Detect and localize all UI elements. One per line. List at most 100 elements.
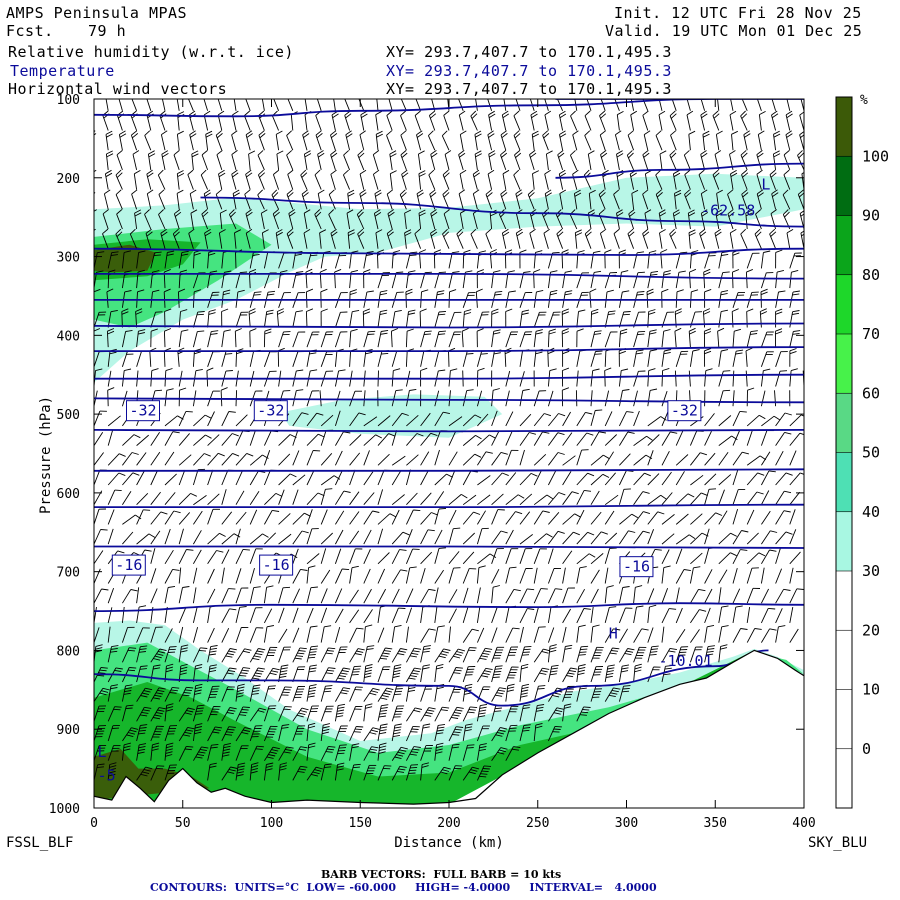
wind-barb: [346, 209, 354, 230]
extremum-label: L: [761, 176, 770, 194]
wind-barb: [774, 390, 777, 407]
wind-barb: [130, 110, 138, 131]
wind-barb: [718, 415, 732, 427]
wind-barb: [136, 665, 148, 683]
wind-barb: [459, 169, 467, 190]
wind-barb: [164, 431, 180, 446]
wind-barb: [334, 268, 342, 289]
wind-barb: [655, 189, 663, 210]
wind-barb: [263, 351, 277, 367]
wind-barb: [700, 99, 706, 111]
wind-barb: [320, 745, 336, 761]
wind-barb: [487, 130, 495, 151]
wind-barb: [388, 99, 393, 111]
wind-barb: [420, 412, 431, 427]
wind-barb: [732, 549, 748, 565]
wind-barb: [519, 608, 535, 624]
wind-barb: [448, 706, 464, 722]
contour-label: -10.01: [658, 652, 712, 670]
wind-barb: [491, 727, 508, 742]
wind-barb: [150, 548, 156, 564]
wind-barb: [732, 605, 743, 623]
wind-barb: [556, 228, 564, 249]
wind-barb: [221, 726, 236, 742]
wind-barb: [547, 548, 554, 564]
wind-barb: [330, 150, 338, 171]
wind-barb: [548, 452, 565, 466]
wind-barb: [443, 110, 450, 131]
wind-barb: [491, 308, 499, 328]
wind-barb: [405, 288, 413, 308]
wind-barb: [249, 533, 269, 545]
wind-barb: [477, 434, 496, 446]
wind-barb: [306, 470, 315, 486]
wind-barb: [207, 627, 215, 643]
wind-barb: [661, 565, 671, 584]
wind-barb: [275, 229, 283, 249]
wind-barb: [613, 189, 620, 210]
wind-barb: [619, 431, 635, 446]
wind-barb: [150, 451, 161, 466]
wind-barb: [221, 329, 231, 348]
wind-barb: [476, 390, 483, 407]
wind-barb: [271, 189, 280, 210]
wind-barb: [704, 368, 713, 387]
wind-barb: [158, 189, 166, 210]
wind-barb: [235, 490, 245, 505]
wind-barb: [401, 169, 409, 190]
wind-barb: [590, 390, 593, 407]
wind-barb: [107, 706, 122, 722]
wind-barb: [718, 349, 729, 367]
wind-barb: [249, 648, 266, 663]
wind-barb: [533, 533, 553, 545]
wind-barb: [427, 130, 436, 151]
wind-barb: [689, 646, 703, 663]
wind-barb: [533, 390, 547, 407]
wind-barb: [258, 110, 266, 131]
wind-barb: [122, 452, 139, 466]
wind-barb: [335, 667, 351, 683]
wind-barb: [718, 644, 728, 663]
wind-barb: [263, 705, 277, 722]
wind-barb: [107, 587, 115, 604]
wind-barb: [633, 585, 643, 604]
wind-barb: [604, 647, 620, 663]
wind-barb: [732, 588, 741, 604]
wind-barb: [164, 415, 184, 427]
wind-barb: [661, 492, 673, 505]
wind-barb: [320, 351, 334, 367]
wind-barb: [305, 268, 313, 289]
contour-label: -16: [619, 556, 654, 578]
wind-barb: [235, 271, 248, 289]
wind-barb: [221, 707, 237, 722]
wind-barb: [718, 532, 738, 545]
wind-barb: [193, 530, 202, 545]
wind-barb: [363, 250, 374, 269]
y-tick-label: 200: [57, 172, 80, 187]
wind-barb: [94, 627, 100, 643]
wind-barb: [755, 209, 762, 230]
wind-barb: [476, 765, 492, 781]
wind-barb: [249, 607, 263, 624]
wind-barb: [219, 209, 227, 230]
wind-barb: [789, 529, 797, 545]
wind-barb: [263, 646, 278, 663]
wind-barb: [803, 621, 804, 623]
wind-barb: [773, 130, 781, 151]
wind-barb: [306, 607, 314, 624]
wind-barb: [164, 473, 177, 486]
wind-barb: [647, 349, 658, 367]
wind-barb: [532, 170, 539, 190]
wind-barb: [303, 229, 311, 249]
wind-barb: [732, 530, 749, 545]
wind-barb: [547, 470, 557, 486]
wind-barb: [221, 588, 236, 604]
wind-barb: [604, 390, 610, 407]
wind-barb: [630, 99, 635, 111]
wind-barb: [519, 663, 529, 683]
wind-barb: [306, 705, 319, 722]
wind-barb: [263, 585, 274, 604]
wind-barb: [443, 209, 450, 230]
wind-barb: [803, 504, 804, 505]
wind-barb: [434, 766, 451, 781]
